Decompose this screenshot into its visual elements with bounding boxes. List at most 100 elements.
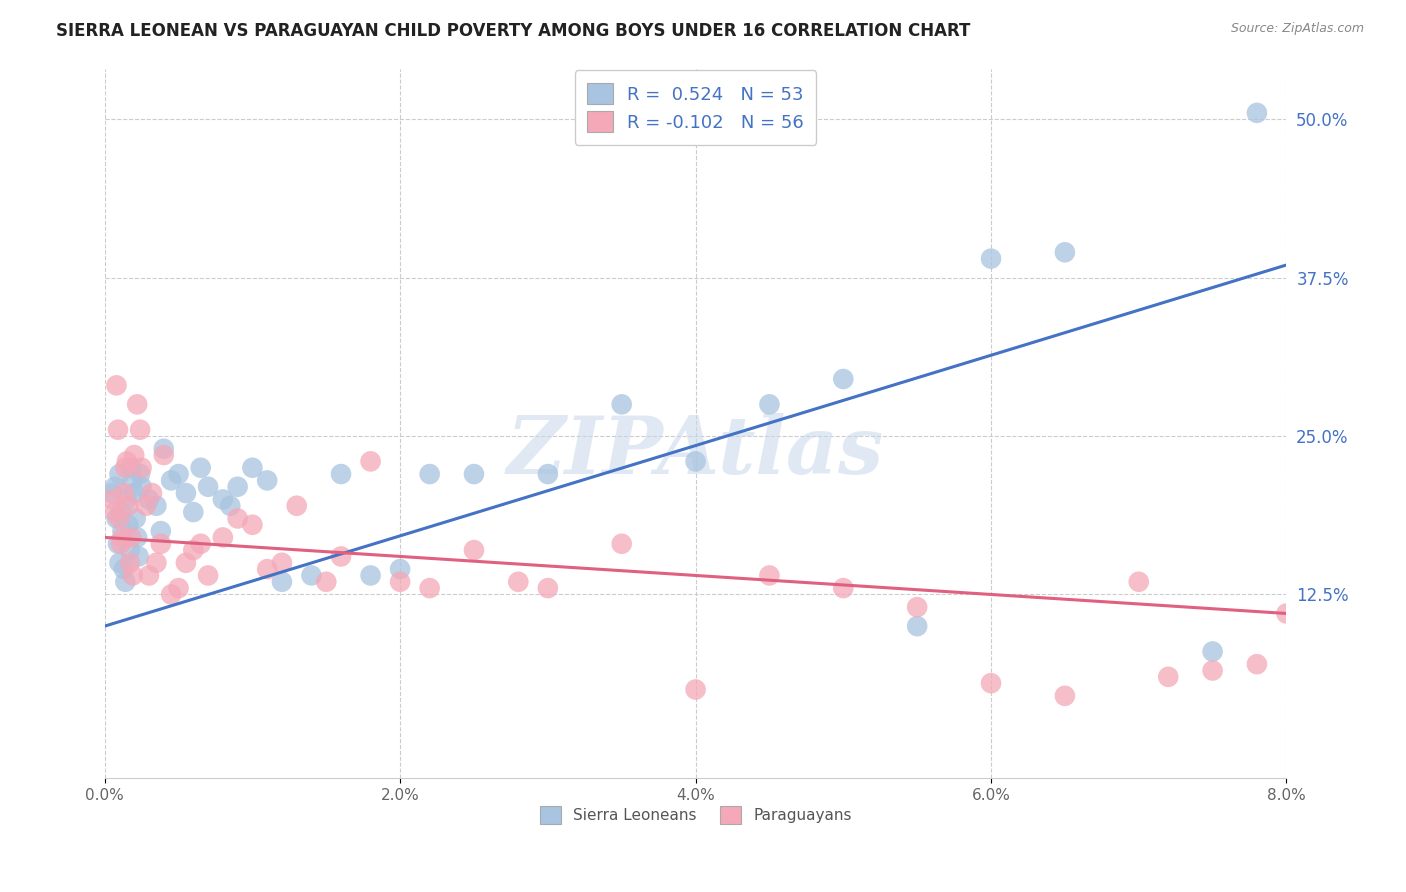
Point xyxy=(104,480,127,494)
Point xyxy=(980,676,1002,690)
Point xyxy=(121,568,143,582)
Point xyxy=(685,454,707,468)
Point xyxy=(315,574,337,589)
Point xyxy=(101,486,124,500)
Point xyxy=(330,549,353,564)
Point xyxy=(242,517,264,532)
Point xyxy=(271,574,294,589)
Point xyxy=(301,568,323,582)
Point xyxy=(758,568,780,582)
Point xyxy=(1053,689,1076,703)
Point xyxy=(122,486,145,500)
Point xyxy=(115,454,138,468)
Text: ZIPAtlas: ZIPAtlas xyxy=(508,413,884,491)
Point xyxy=(212,492,235,507)
Point xyxy=(129,467,152,481)
Point xyxy=(149,524,172,538)
Point xyxy=(419,467,441,481)
Point xyxy=(138,492,160,507)
Point xyxy=(167,581,190,595)
Point xyxy=(118,543,141,558)
Point xyxy=(101,492,124,507)
Point xyxy=(121,474,143,488)
Point xyxy=(610,397,633,411)
Point xyxy=(1157,670,1180,684)
Point xyxy=(832,581,855,595)
Point xyxy=(197,480,219,494)
Point xyxy=(127,531,149,545)
Point xyxy=(190,537,212,551)
Point xyxy=(181,543,204,558)
Point xyxy=(226,480,249,494)
Point xyxy=(114,460,136,475)
Point xyxy=(152,442,174,456)
Point xyxy=(212,531,235,545)
Point xyxy=(226,511,249,525)
Point xyxy=(463,467,485,481)
Point xyxy=(537,581,560,595)
Point xyxy=(537,467,560,481)
Point xyxy=(905,619,928,633)
Point xyxy=(105,378,128,392)
Point xyxy=(1201,664,1223,678)
Point xyxy=(419,581,441,595)
Point xyxy=(107,423,129,437)
Point xyxy=(135,499,157,513)
Point xyxy=(105,511,128,525)
Point xyxy=(256,474,278,488)
Point xyxy=(104,505,127,519)
Legend: Sierra Leoneans, Paraguayans: Sierra Leoneans, Paraguayans xyxy=(529,796,862,834)
Point xyxy=(145,499,167,513)
Point xyxy=(758,397,780,411)
Point xyxy=(111,531,134,545)
Point xyxy=(152,448,174,462)
Point xyxy=(128,549,150,564)
Point xyxy=(181,505,204,519)
Text: Source: ZipAtlas.com: Source: ZipAtlas.com xyxy=(1230,22,1364,36)
Point xyxy=(149,537,172,551)
Point xyxy=(114,574,136,589)
Point xyxy=(197,568,219,582)
Point xyxy=(242,460,264,475)
Point xyxy=(389,562,412,576)
Point xyxy=(115,492,138,507)
Point xyxy=(112,486,135,500)
Point xyxy=(360,454,382,468)
Point xyxy=(108,511,131,525)
Point xyxy=(389,574,412,589)
Point xyxy=(117,499,139,513)
Point xyxy=(107,537,129,551)
Point xyxy=(685,682,707,697)
Point xyxy=(905,600,928,615)
Point xyxy=(508,574,530,589)
Point xyxy=(117,517,139,532)
Point xyxy=(160,587,183,601)
Point xyxy=(1053,245,1076,260)
Point xyxy=(131,480,153,494)
Point xyxy=(285,499,308,513)
Point xyxy=(145,556,167,570)
Point xyxy=(610,537,633,551)
Point xyxy=(122,448,145,462)
Point xyxy=(271,556,294,570)
Text: SIERRA LEONEAN VS PARAGUAYAN CHILD POVERTY AMONG BOYS UNDER 16 CORRELATION CHART: SIERRA LEONEAN VS PARAGUAYAN CHILD POVER… xyxy=(56,22,970,40)
Point xyxy=(256,562,278,576)
Point xyxy=(120,531,142,545)
Point xyxy=(108,467,131,481)
Point xyxy=(111,524,134,538)
Point xyxy=(330,467,353,481)
Point xyxy=(219,499,242,513)
Point xyxy=(980,252,1002,266)
Point xyxy=(1246,106,1268,120)
Point xyxy=(1128,574,1150,589)
Point xyxy=(832,372,855,386)
Point xyxy=(167,467,190,481)
Point xyxy=(174,486,197,500)
Point xyxy=(141,486,163,500)
Point xyxy=(463,543,485,558)
Point xyxy=(120,460,142,475)
Point xyxy=(112,562,135,576)
Point xyxy=(138,568,160,582)
Point xyxy=(190,460,212,475)
Point xyxy=(1246,657,1268,672)
